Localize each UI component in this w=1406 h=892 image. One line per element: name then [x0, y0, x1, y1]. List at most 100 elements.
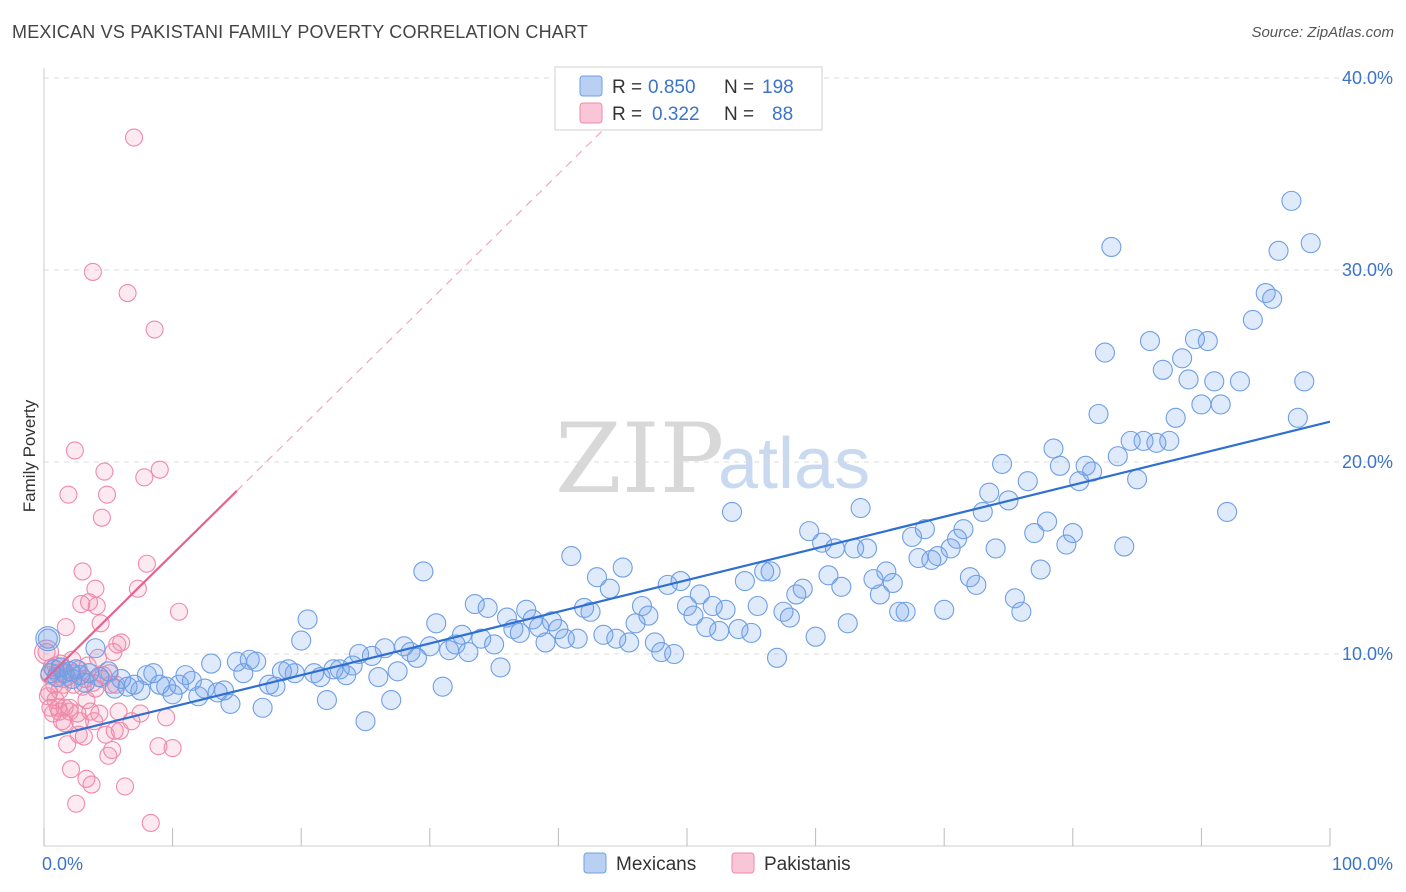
mexicans-point	[284, 663, 305, 684]
mexicans-point	[799, 521, 820, 542]
pakistanis-point	[58, 735, 77, 754]
mexicans-point	[477, 597, 498, 618]
mexicans-point	[143, 663, 164, 684]
mexicans-point	[1011, 601, 1032, 622]
mexicans-point	[934, 599, 955, 620]
r-value: 0.322	[652, 104, 700, 125]
mexicans-point	[741, 622, 762, 643]
pakistanis-point	[157, 708, 176, 727]
pakistanis-point	[124, 128, 144, 147]
legend-row-mexicans: R = 0.850 N = 198	[579, 75, 794, 98]
mexicans-point	[876, 561, 897, 582]
mexicans-point	[1127, 469, 1148, 490]
pakistanis-point	[81, 702, 100, 721]
mexicans-point	[760, 561, 781, 582]
mexicans-point	[220, 693, 241, 714]
mexicans-point	[947, 528, 968, 549]
mexicans-point	[1159, 430, 1180, 451]
pakistanis-point	[92, 508, 111, 527]
pakistanis-point	[83, 262, 102, 281]
mexicans-point	[355, 711, 376, 732]
mexicans-point	[953, 519, 974, 540]
mexicans-point	[715, 599, 736, 620]
mexicans-point	[779, 607, 800, 628]
mexicans-point	[664, 643, 685, 665]
mexicans-point	[130, 680, 151, 701]
n-value: 198	[762, 77, 794, 98]
tick-labels: 10.0% 20.0% 30.0% 40.0% 0.0% 100.0%	[42, 68, 1393, 874]
mexicans-point	[914, 519, 935, 540]
legend-mexicans-swatch	[583, 852, 607, 874]
mexicans-point	[1197, 330, 1218, 352]
y-tick-label: 30.0%	[1342, 260, 1393, 280]
mexicans-point	[921, 549, 942, 570]
mexicans-point	[471, 628, 492, 649]
chart-title: MEXICAN VS PAKISTANI FAMILY POVERTY CORR…	[12, 22, 589, 42]
watermark: ZIP atlas	[555, 403, 870, 515]
mexicans-point	[1217, 501, 1238, 522]
mexicans-point	[792, 578, 813, 599]
mexicans-point	[1191, 394, 1212, 415]
x-tick-label: 100.0%	[1332, 854, 1393, 874]
pakistanis-point	[82, 775, 101, 794]
mexicans-point	[689, 584, 710, 605]
mexicans-point	[856, 538, 878, 559]
mexicans-point	[818, 565, 839, 586]
mexicans-point	[889, 601, 910, 622]
pakistanis-point	[55, 714, 74, 733]
mexicans-trend-line	[43, 420, 1331, 740]
mexicans-point	[381, 690, 402, 711]
mexicans-point	[1024, 522, 1045, 544]
mexicans-point	[1165, 407, 1186, 428]
mexicans-point	[1294, 371, 1315, 392]
mexicans-point	[619, 632, 640, 653]
mexicans-point	[651, 642, 672, 663]
source-credit: Source: ZipAtlas.com	[1251, 24, 1394, 41]
mexicans-point	[1037, 511, 1058, 532]
mexicans-point	[1101, 236, 1122, 258]
pakistanis-point	[97, 485, 117, 504]
mexicans-points	[35, 190, 1321, 732]
correlation-legend: R = 0.850 N = 198 R = 0.322 N = 88	[554, 66, 823, 131]
mexicans-point	[162, 684, 183, 705]
pakistanis-point	[105, 721, 124, 740]
pakistanis-point	[96, 725, 115, 744]
legend-row-pakistanis: R = 0.322 N = 88	[579, 102, 793, 125]
mexicans-point	[1088, 403, 1109, 425]
mexicans-swatch	[579, 75, 603, 97]
mexicans-point	[766, 647, 788, 668]
mexicans-point	[709, 620, 730, 642]
mexicans-point	[1075, 455, 1096, 476]
mexicans-point	[1030, 559, 1051, 580]
pakistanis-point	[91, 614, 110, 633]
pakistanis-point	[149, 737, 168, 756]
pakistanis-point	[135, 468, 154, 487]
n-value: 88	[772, 104, 793, 125]
mexicans-point	[696, 617, 717, 638]
mexicans-point	[1056, 534, 1077, 555]
mexicans-point	[721, 501, 743, 522]
mexicans-point	[252, 697, 273, 718]
mexicans-point	[683, 605, 704, 626]
pakistanis-point	[163, 739, 182, 758]
legend-pakistanis-label: Pakistanis	[764, 854, 851, 875]
pakistanis-point	[90, 704, 109, 723]
n-label: N =	[724, 104, 754, 125]
mexicans-point	[98, 661, 119, 682]
watermark-zip: ZIP	[555, 403, 724, 515]
pakistanis-trend-line	[43, 490, 238, 682]
mexicans-point	[1287, 407, 1308, 428]
mexicans-point	[458, 642, 479, 663]
pakistanis-point	[65, 441, 84, 460]
mexicans-point	[1049, 455, 1070, 476]
pakistanis-point	[118, 283, 137, 303]
mexicans-point	[1262, 288, 1283, 309]
pakistanis-point	[103, 740, 122, 760]
mexicans-point	[895, 601, 916, 622]
pakistanis-swatch	[579, 102, 603, 124]
mexicans-point	[985, 538, 1006, 559]
y-axis-label: Family Poverty	[20, 399, 39, 512]
mexicans-point	[509, 622, 530, 643]
pakistanis-point	[72, 595, 91, 614]
mexicans-point	[1204, 371, 1225, 392]
